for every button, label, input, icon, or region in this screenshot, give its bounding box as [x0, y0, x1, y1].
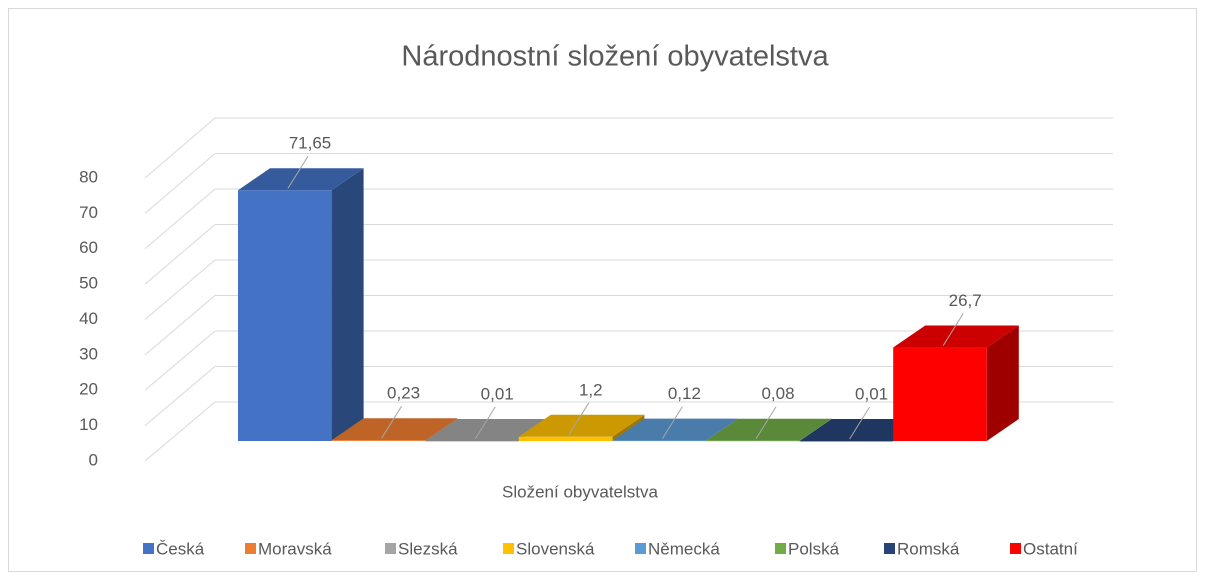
label-leader: [474, 406, 496, 440]
bar-top: [706, 418, 832, 441]
legend-label: Německá: [648, 539, 720, 558]
grid-line: [144, 295, 216, 356]
data-label: 0,01: [855, 384, 888, 403]
bar: [799, 440, 894, 442]
data-label: 1,2: [579, 380, 603, 399]
legend-swatch: [884, 543, 895, 554]
data-label: 0,08: [761, 384, 794, 403]
y-tick-label: 40: [79, 309, 98, 328]
y-tick-label: 20: [79, 380, 98, 399]
grid-line: [144, 117, 216, 179]
bar: [331, 440, 426, 441]
legend-label: Ostatní: [1023, 539, 1078, 558]
label-leader: [287, 155, 309, 189]
grid-line: [144, 366, 216, 427]
bar-side: [612, 414, 645, 441]
label-leader: [381, 405, 403, 439]
legend-label: Česká: [156, 539, 205, 558]
legend-label: Romská: [897, 539, 960, 558]
bar-top: [425, 418, 551, 441]
bar-top: [518, 414, 645, 437]
data-label: 0,23: [387, 384, 420, 403]
bar-side: [799, 418, 832, 441]
grid-line: [144, 224, 216, 285]
y-tick-label: 10: [79, 415, 98, 434]
bar: [612, 440, 706, 442]
bar-top: [331, 418, 458, 441]
label-leader: [661, 406, 683, 439]
bar-top: [238, 168, 364, 191]
grid-line: [144, 153, 216, 214]
bar: [893, 347, 987, 441]
y-tick-label: 0: [89, 450, 98, 469]
bar-side: [425, 418, 458, 441]
legend-swatch: [775, 543, 786, 554]
legend-swatch: [503, 543, 514, 554]
data-label: 26,7: [949, 291, 982, 310]
chart-title: Národnostní složení obyvatelstva: [401, 41, 829, 73]
x-axis-category: Složení obyvatelstva: [502, 482, 658, 501]
legend-label: Slovenská: [516, 539, 595, 558]
grid-line: [144, 188, 216, 250]
legend-label: Moravská: [258, 539, 332, 558]
label-leader: [942, 313, 964, 346]
y-tick-label: 50: [79, 274, 98, 293]
grid-line: [144, 259, 216, 320]
bar: [706, 440, 800, 442]
y-tick-label: 70: [79, 203, 98, 222]
y-tick-label: 80: [79, 167, 98, 186]
legend-swatch: [385, 543, 396, 554]
data-label: 0,12: [668, 384, 701, 403]
bar-top: [893, 325, 1019, 348]
bar-top: [612, 418, 738, 441]
legend-label: Slezská: [398, 539, 458, 558]
legend-swatch: [245, 543, 256, 554]
grid-line: [144, 401, 216, 462]
legend-label: Polská: [788, 539, 840, 558]
grid-line: [144, 330, 216, 391]
bar: [518, 436, 613, 441]
legend-swatch: [1010, 543, 1021, 554]
bar: [425, 440, 519, 442]
legend-swatch: [143, 543, 154, 554]
bar-side: [331, 168, 364, 441]
bar: [238, 190, 332, 441]
label-leader: [849, 406, 871, 440]
label-leader: [568, 402, 590, 436]
bar-side: [986, 325, 1019, 441]
data-label: 71,65: [289, 134, 332, 153]
data-label: 0,01: [481, 384, 514, 403]
y-tick-label: 30: [79, 344, 98, 363]
y-tick-label: 60: [79, 238, 98, 257]
chart-border: [8, 8, 1197, 572]
legend-swatch: [635, 543, 646, 554]
label-leader: [755, 406, 777, 439]
